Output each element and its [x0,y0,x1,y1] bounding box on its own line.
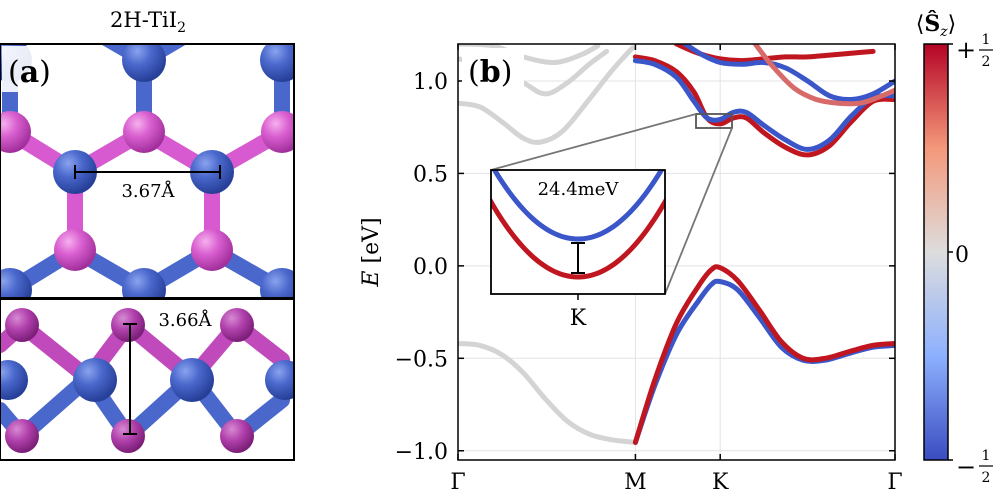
colorbar: ⟨Ŝz⟩ + 1 2 0 − 1 2 [916,10,993,486]
iodine-atom [220,419,254,453]
titanium-atom [122,44,166,82]
iodine-atom [111,419,145,453]
splitting-bar [571,242,585,274]
band-line [458,44,601,66]
band-line [458,341,638,445]
titanium-atom [265,360,294,400]
y-tick-label: −0.5 [395,347,448,372]
titanium-atom [260,268,294,298]
lattice-scale-bar [74,165,221,179]
inset-x-label: K [570,306,587,331]
thickness-scale-bar [123,323,137,435]
panel-a-label: (a) [8,55,51,90]
x-tick-label: M [624,470,647,495]
panel-b: −1.0 −0.5 0.0 0.5 1.0 Γ M K Γ E [eV] (b) 24.4me… [359,10,993,495]
y-axis-label: E [eV] [359,217,384,287]
band-line [682,44,895,103]
x-tick-label: K [712,470,729,495]
iodine-atom [191,229,233,271]
iodine-atom [191,0,233,41]
top-view: (a) 3.67Å [0,0,294,298]
svg-text:1: 1 [982,32,991,48]
svg-text:−: − [956,453,976,481]
side-view-frame [0,298,295,461]
zoom-box [695,113,733,129]
y-tick-label: 0.5 [413,162,448,187]
inset-annotation: 24.4meV [538,179,620,200]
titanium-atom [0,360,28,400]
svg-text:2: 2 [982,470,991,486]
band-line [632,58,895,152]
material-title: 2H-TiI2 [110,8,186,36]
colorbar-title: ⟨Ŝz⟩ [916,10,956,40]
titanium-atom [260,44,294,82]
band-line [458,45,636,145]
band-line [632,264,895,445]
thickness-label: 3.66Å [158,309,212,331]
plot-frame [457,43,896,461]
x-axis: Γ M K Γ [450,44,903,495]
y-axis: −1.0 −0.5 0.0 0.5 1.0 [395,70,895,465]
panel-a: 2H-TiI2 [0,0,295,461]
colorbar-mid-label: 0 [955,243,969,268]
band-line [752,44,895,107]
iodine-atom [5,419,39,453]
x-tick-label: Γ [887,470,902,495]
colorbar-bottom-label: − 1 2 [956,448,993,486]
lattice-constant-label: 3.67Å [121,180,175,202]
iodine-atom [54,0,96,41]
y-tick-label: −1.0 [395,440,448,465]
colorbar-top-label: + 1 2 [956,32,993,70]
iodine-atom [5,308,39,342]
zoom-connector [664,127,733,295]
iodine-atom [123,111,165,153]
inset: 24.4meV K [490,169,666,331]
svg-text:+: + [956,36,976,64]
titanium-atom [122,268,166,298]
zoom-connector [490,113,697,171]
colorbar-gradient [923,43,949,461]
iodine-atom [261,111,294,153]
iodine-atom [220,308,254,342]
iodine-atom [54,229,96,271]
side-view: 3.66Å [0,299,294,460]
inset-band-line [491,196,665,280]
y-tick-label: 0.0 [413,255,448,280]
x-tick-label: Γ [450,470,465,495]
svg-text:2: 2 [982,54,991,70]
y-tick-label: 1.0 [413,70,448,95]
titanium-atom [73,358,117,402]
band-line [632,54,895,158]
band-line [632,278,895,445]
titanium-atom [170,358,214,402]
panel-b-label-bg [462,48,524,92]
panel-b-label: (b) [468,55,512,90]
svg-text:1: 1 [982,448,991,464]
inset-bands [491,170,665,280]
iodine-atom [0,111,31,153]
titanium-atom [0,268,32,298]
top-view-i-atoms [0,0,294,271]
inset-band-line [491,170,665,242]
